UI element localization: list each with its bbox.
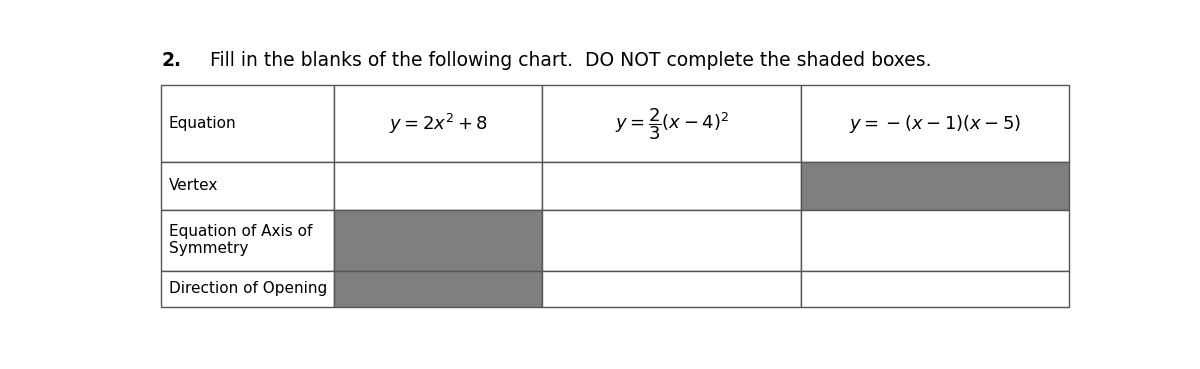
Bar [334,162,542,210]
Bar [802,86,1069,162]
Text: Direction of Opening: Direction of Opening [168,281,326,296]
Bar [802,162,1069,210]
Text: Vertex: Vertex [168,178,218,193]
Text: Fill in the blanks of the following chart.  DO NOT complete the shaded boxes.: Fill in the blanks of the following char… [192,51,931,70]
Bar [334,210,542,270]
Text: Equation of Axis of
Symmetry: Equation of Axis of Symmetry [168,224,312,256]
Bar [161,86,334,162]
Bar [802,270,1069,307]
Text: $y = 2x^2 + 8$: $y = 2x^2 + 8$ [389,112,487,136]
Text: $y = \dfrac{2}{3}(x-4)^2$: $y = \dfrac{2}{3}(x-4)^2$ [614,106,728,142]
Bar [802,210,1069,270]
Text: 2.: 2. [161,51,181,70]
Bar [161,162,334,210]
Bar [542,210,802,270]
Bar [542,270,802,307]
Bar [161,210,334,270]
Bar [334,270,542,307]
Bar [542,162,802,210]
Text: $y = -(x-1)(x-5)$: $y = -(x-1)(x-5)$ [848,113,1021,135]
Text: Equation: Equation [168,116,236,131]
Bar [542,86,802,162]
Bar [161,270,334,307]
Bar [334,86,542,162]
